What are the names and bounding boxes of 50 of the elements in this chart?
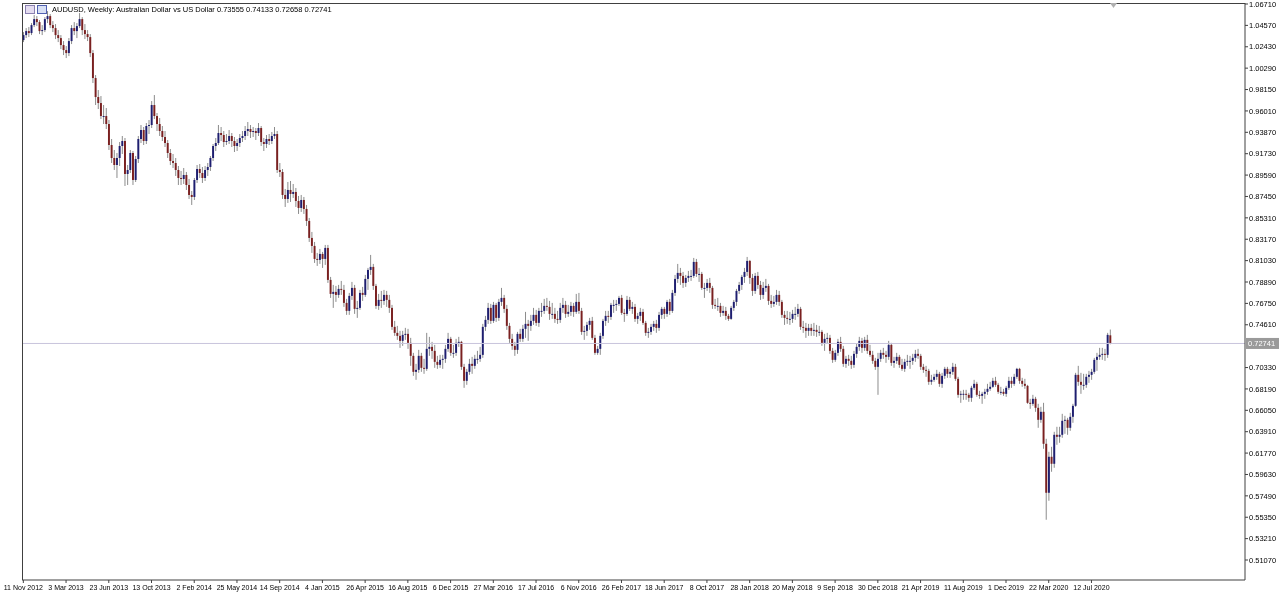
candlestick [1063, 415, 1066, 435]
candlestick [548, 300, 551, 321]
candlestick [583, 325, 586, 341]
candlestick [804, 322, 807, 339]
candlestick [399, 330, 401, 349]
candlestick [180, 170, 183, 186]
candlestick [585, 321, 588, 337]
candlestick [495, 302, 498, 323]
candlestick [551, 302, 554, 320]
candlestick [634, 303, 636, 323]
candlestick [286, 181, 289, 204]
candlestick [1061, 413, 1064, 439]
candlestick [890, 342, 893, 367]
candlestick [799, 306, 802, 331]
candlestick [425, 332, 428, 372]
candlestick [132, 150, 134, 186]
candlestick [933, 373, 936, 383]
candlestick [559, 302, 562, 324]
candlestick [877, 352, 879, 396]
candlestick [887, 340, 890, 361]
candlestick [332, 284, 335, 309]
candlestick [124, 137, 126, 187]
candlestick [650, 323, 652, 336]
candlestick [658, 311, 661, 332]
candlestick [260, 125, 263, 147]
candlestick [647, 327, 650, 339]
candlestick [383, 289, 385, 306]
candlestick [228, 129, 231, 145]
candlestick [609, 302, 612, 321]
candlestick [556, 310, 559, 325]
candlestick [420, 352, 423, 373]
candlestick [244, 125, 247, 141]
candlestick [476, 350, 479, 365]
candlestick [353, 284, 356, 315]
candlestick [981, 391, 984, 405]
candlestick [449, 336, 452, 357]
candlestick [722, 305, 725, 317]
candlestick [553, 307, 556, 324]
candlestick [204, 165, 207, 182]
candlestick [615, 299, 618, 312]
candlestick [225, 133, 228, 146]
candlestick [527, 319, 530, 342]
candlestick [318, 248, 321, 265]
candlestick [794, 306, 797, 321]
candlestick [1087, 370, 1090, 384]
candlestick [962, 389, 965, 401]
candlestick [236, 138, 239, 152]
candlestick [492, 301, 495, 324]
candlestick [1095, 352, 1098, 372]
candlestick [1106, 332, 1109, 359]
